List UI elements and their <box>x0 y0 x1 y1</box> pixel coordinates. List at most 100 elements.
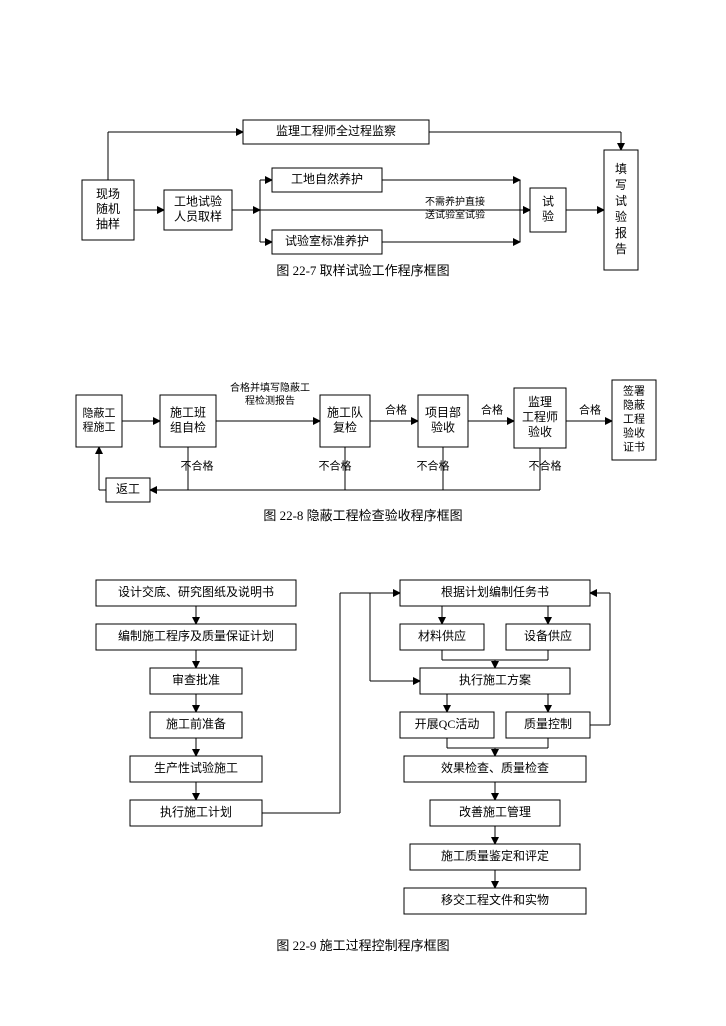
node-m3: 施工队复检 <box>320 395 370 447</box>
svg-text:不合格: 不合格 <box>181 459 214 473</box>
fig22-8: 隐蔽工程施工施工班组自检合格并填写隐蔽工程检测报告施工队复检合格项目部验收合格监… <box>76 380 656 523</box>
svg-text:程检测报告: 程检测报告 <box>245 394 295 407</box>
svg-text:不合格: 不合格 <box>417 459 450 473</box>
node-l4: 施工前准备 <box>150 712 242 738</box>
svg-text:监理工程师全过程监察: 监理工程师全过程监察 <box>276 123 396 138</box>
node-lbl1: 合格并填写隐蔽工程检测报告 <box>230 381 310 407</box>
node-l6: 执行施工计划 <box>130 800 262 826</box>
svg-text:编制施工程序及质量保证计划: 编制施工程序及质量保证计划 <box>118 628 274 643</box>
svg-text:试: 试 <box>542 193 554 208</box>
node-n2: 工地试验人员取样 <box>164 190 232 230</box>
svg-text:改善施工管理: 改善施工管理 <box>459 804 531 819</box>
fig22-8-caption: 图 22-8 隐蔽工程检查验收程序框图 <box>263 508 462 523</box>
svg-text:试: 试 <box>615 193 627 208</box>
svg-text:不合格: 不合格 <box>529 459 562 473</box>
svg-text:工地试验: 工地试验 <box>174 193 222 208</box>
node-r8: 移交工程文件和实物 <box>404 888 586 914</box>
svg-text:设备供应: 设备供应 <box>524 628 572 643</box>
node-r2a: 材料供应 <box>400 624 484 650</box>
node-l1: 设计交底、研究图纸及说明书 <box>96 580 296 606</box>
svg-text:执行施工计划: 执行施工计划 <box>160 805 232 819</box>
svg-text:工地自然养护: 工地自然养护 <box>291 171 363 186</box>
svg-text:返工: 返工 <box>116 482 140 496</box>
svg-text:合格: 合格 <box>579 403 601 417</box>
node-nf1: 不合格 <box>181 459 214 473</box>
svg-text:程施工: 程施工 <box>83 421 116 434</box>
node-r4a: 开展QC活动 <box>400 712 494 738</box>
svg-text:工程师: 工程师 <box>522 409 558 424</box>
svg-text:随机: 随机 <box>96 201 120 216</box>
node-m1: 隐蔽工程施工 <box>76 395 122 447</box>
node-l2: 编制施工程序及质量保证计划 <box>96 624 296 650</box>
diagram-canvas: 监理工程师全过程监察现场随机抽样工地试验人员取样工地自然养护试验室标准养护不需养… <box>0 0 726 1026</box>
node-fg: 返工 <box>106 478 150 502</box>
svg-text:开展QC活动: 开展QC活动 <box>415 717 480 731</box>
svg-text:报: 报 <box>615 225 627 240</box>
node-n4: 试验室标准养护 <box>272 230 382 254</box>
node-lbl4: 合格 <box>579 403 601 417</box>
svg-text:隐蔽工: 隐蔽工 <box>83 407 116 420</box>
svg-text:合格: 合格 <box>385 403 407 417</box>
svg-text:签署: 签署 <box>623 384 645 398</box>
svg-text:现场: 现场 <box>96 187 120 201</box>
node-m4: 项目部验收 <box>418 395 468 447</box>
svg-text:施工队: 施工队 <box>327 404 363 419</box>
svg-text:验: 验 <box>615 209 627 224</box>
fig22-7-caption: 图 22-7 取样试验工作程序框图 <box>276 263 449 278</box>
svg-text:审查批准: 审查批准 <box>172 672 220 687</box>
svg-text:隐蔽: 隐蔽 <box>623 399 645 412</box>
svg-text:设计交底、研究图纸及说明书: 设计交底、研究图纸及说明书 <box>118 584 274 599</box>
svg-text:组自检: 组自检 <box>170 419 206 434</box>
node-r2b: 设备供应 <box>506 624 590 650</box>
node-r7: 施工质量鉴定和评定 <box>410 844 580 870</box>
svg-text:不合格: 不合格 <box>319 459 352 473</box>
svg-text:验收: 验收 <box>431 419 455 434</box>
svg-text:验收: 验收 <box>623 426 645 440</box>
node-r5: 效果检查、质量检查 <box>404 756 586 782</box>
svg-text:送试验室试验: 送试验室试验 <box>425 208 485 221</box>
svg-text:告: 告 <box>615 242 627 256</box>
node-r3: 执行施工方案 <box>420 668 570 694</box>
svg-text:施工前准备: 施工前准备 <box>166 716 226 731</box>
node-nf3: 不合格 <box>417 459 450 473</box>
node-m5: 监理工程师验收 <box>514 388 566 448</box>
node-lbl2: 合格 <box>385 403 407 417</box>
svg-text:验: 验 <box>542 208 554 223</box>
node-lbl3: 合格 <box>481 403 503 417</box>
svg-text:合格: 合格 <box>481 403 503 417</box>
svg-text:质量控制: 质量控制 <box>524 717 572 731</box>
svg-text:监理: 监理 <box>528 395 552 409</box>
svg-text:移交工程文件和实物: 移交工程文件和实物 <box>441 892 549 907</box>
svg-text:工程: 工程 <box>623 413 645 426</box>
svg-text:试验室标准养护: 试验室标准养护 <box>285 233 369 248</box>
svg-text:施工质量鉴定和评定: 施工质量鉴定和评定 <box>441 848 549 863</box>
svg-text:不需养护直接: 不需养护直接 <box>425 195 485 208</box>
node-l5: 生产性试验施工 <box>130 756 262 782</box>
node-l3: 审查批准 <box>150 668 242 694</box>
fig22-9-caption: 图 22-9 施工过程控制程序框图 <box>276 938 449 953</box>
svg-text:效果检查、质量检查: 效果检查、质量检查 <box>441 760 549 775</box>
svg-text:证书: 证书 <box>623 441 645 454</box>
node-nf2: 不合格 <box>319 459 352 473</box>
node-nf4: 不合格 <box>529 459 562 473</box>
node-n6: 填写试验报告 <box>604 150 638 270</box>
svg-text:材料供应: 材料供应 <box>418 628 466 643</box>
svg-text:抽样: 抽样 <box>96 216 120 231</box>
node-m6: 签署隐蔽工程验收证书 <box>612 380 656 460</box>
svg-text:生产性试验施工: 生产性试验施工 <box>154 760 238 775</box>
fig22-9: 设计交底、研究图纸及说明书编制施工程序及质量保证计划审查批准施工前准备生产性试验… <box>96 580 610 953</box>
node-note: 不需养护直接送试验室试验 <box>425 195 485 221</box>
svg-text:复检: 复检 <box>333 419 357 434</box>
node-r6: 改善施工管理 <box>430 800 560 826</box>
node-r1: 根据计划编制任务书 <box>400 580 590 606</box>
svg-text:验收: 验收 <box>528 424 552 439</box>
node-n3: 工地自然养护 <box>272 168 382 192</box>
svg-text:执行施工方案: 执行施工方案 <box>459 672 531 687</box>
node-n1: 现场随机抽样 <box>82 180 134 240</box>
svg-text:合格并填写隐蔽工: 合格并填写隐蔽工 <box>230 381 310 394</box>
svg-text:根据计划编制任务书: 根据计划编制任务书 <box>441 584 549 599</box>
svg-text:人员取样: 人员取样 <box>174 208 222 223</box>
node-m2: 施工班组自检 <box>160 395 216 447</box>
node-r4b: 质量控制 <box>506 712 590 738</box>
fig22-7: 监理工程师全过程监察现场随机抽样工地试验人员取样工地自然养护试验室标准养护不需养… <box>82 120 638 278</box>
